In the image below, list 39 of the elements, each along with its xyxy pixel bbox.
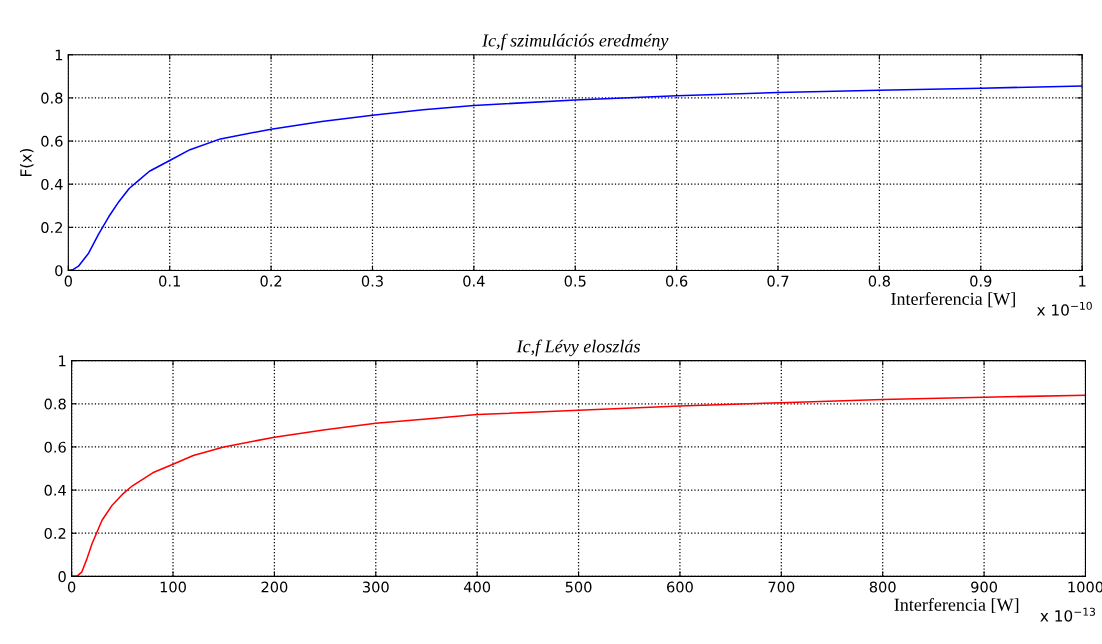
- x-tick-label: 800: [869, 581, 896, 593]
- x-tick-label: 0.3: [361, 275, 383, 287]
- x-tick-label: 0.7: [767, 275, 789, 287]
- y-tick-label: 1: [59, 355, 66, 367]
- y-tick-label: 0: [55, 265, 63, 277]
- x-tick-label: 0: [67, 581, 76, 593]
- x-tick-label: 500: [565, 581, 592, 593]
- y-tick-label: 0.8: [44, 398, 66, 410]
- y-tick-label: 1: [55, 49, 63, 61]
- y-tick-label: 0: [58, 571, 66, 583]
- x-tick-label: 0.2: [260, 275, 282, 287]
- x-tick-label: 700: [768, 581, 795, 593]
- x-tick-label: 100: [160, 581, 186, 593]
- y-tick-label: 0.2: [44, 527, 66, 539]
- x-tick-label: 0.5: [564, 275, 586, 287]
- y-tick-label: 0.6: [41, 135, 63, 147]
- x-axis-title: Interferencia [W]: [891, 292, 1015, 308]
- x-tick-label: 900: [971, 581, 998, 593]
- x-tick-label: 0.9: [970, 275, 992, 287]
- y-tick-label: 0.8: [41, 92, 63, 104]
- x-axis-title: Interferencia [W]: [894, 597, 1019, 614]
- x-tick-label: 1: [1079, 275, 1086, 287]
- x-tick-label: 300: [362, 581, 389, 593]
- y-tick-label: 0.4: [44, 484, 66, 496]
- y-tick-label: 0.6: [44, 441, 66, 453]
- x-tick-label: 0.8: [868, 275, 890, 287]
- y-tick-label: 0.4: [41, 178, 63, 190]
- text: x 10$^{−10}$: [1036, 301, 1092, 316]
- y-axis-title: F(x): [19, 149, 34, 176]
- x-tick-label: 200: [261, 581, 288, 593]
- chart-title: Ic,f Lévy eloszlás: [516, 339, 640, 357]
- chart-title: Ic,f szimulációs eredmény: [481, 33, 669, 51]
- x-tick-label: 0.1: [159, 275, 180, 287]
- text: x 10$^{−13}$: [1040, 607, 1096, 622]
- x-tick-label: 0.4: [463, 275, 485, 287]
- x-tick-label: 400: [463, 581, 491, 593]
- x-tick-label: 600: [667, 581, 693, 593]
- y-tick-label: 0.2: [41, 222, 62, 234]
- x-tick-label: 0.6: [665, 275, 688, 287]
